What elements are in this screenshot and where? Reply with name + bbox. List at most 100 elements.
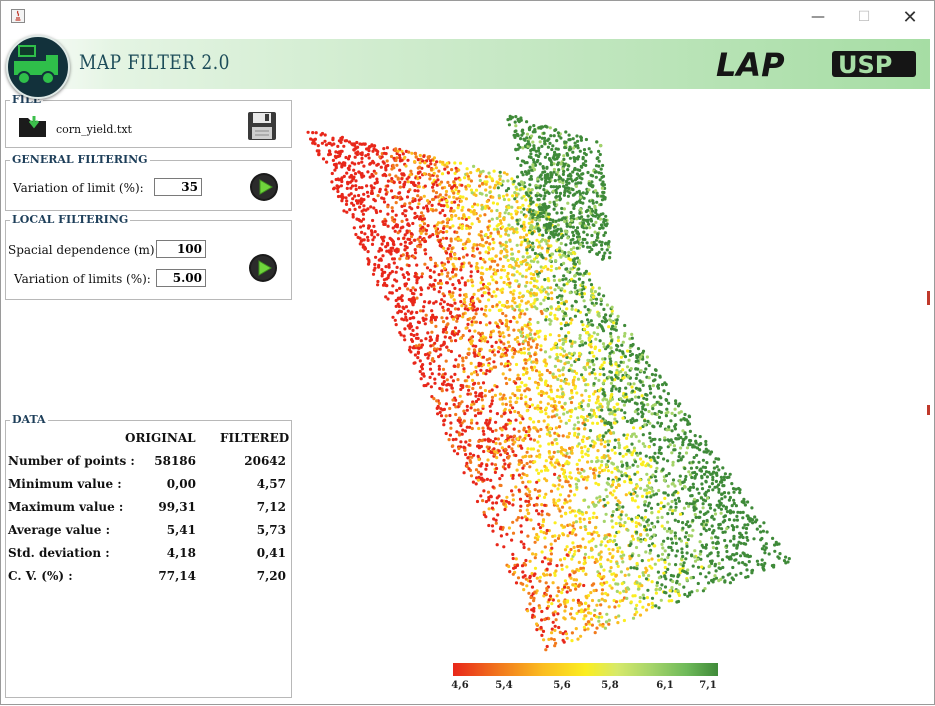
yield-point [400, 197, 403, 200]
yield-point [381, 254, 384, 257]
yield-point [583, 366, 586, 369]
yield-point [499, 442, 502, 445]
yield-point [563, 602, 566, 605]
yield-point [514, 260, 517, 263]
yield-point [386, 242, 389, 245]
yield-point [547, 423, 550, 426]
yield-point [519, 498, 522, 501]
yield-point [557, 586, 560, 589]
yield-point [416, 215, 419, 218]
yield-point [512, 231, 515, 234]
run-general-filter-button[interactable] [249, 172, 279, 202]
yield-point [747, 516, 750, 519]
yield-point [398, 230, 401, 233]
yield-point [568, 506, 571, 509]
yield-point [507, 234, 510, 237]
yield-point [508, 284, 511, 287]
variation-limit-input[interactable]: 35 [154, 178, 202, 196]
yield-point [632, 382, 635, 385]
yield-point [597, 483, 600, 486]
yield-point [316, 149, 319, 152]
yield-point [583, 556, 586, 559]
yield-point [596, 435, 599, 438]
yield-point [776, 555, 779, 558]
yield-point [651, 373, 654, 376]
yield-point [592, 392, 595, 395]
variation-limits-input[interactable]: 5.00 [156, 269, 206, 287]
yield-point [567, 361, 570, 364]
yield-point [558, 416, 561, 419]
yield-point [401, 299, 404, 302]
yield-point [451, 315, 454, 318]
yield-point [422, 317, 425, 320]
yield-point [500, 250, 503, 253]
yield-point [562, 393, 565, 396]
yield-point [481, 332, 484, 335]
yield-point [650, 507, 653, 510]
yield-point [623, 596, 626, 599]
yield-point [556, 459, 559, 462]
yield-point [450, 339, 453, 342]
yield-point [417, 337, 420, 340]
yield-point [539, 445, 542, 448]
yield-point [457, 192, 460, 195]
yield-point [493, 260, 496, 263]
yield-point [494, 366, 497, 369]
yield-point [449, 434, 452, 437]
yield-point [586, 318, 589, 321]
close-button[interactable]: ✕ [887, 1, 933, 33]
spacial-dependence-input[interactable]: 100 [156, 240, 206, 258]
yield-point [500, 534, 503, 537]
yield-point [463, 215, 466, 218]
yield-point [618, 364, 621, 367]
yield-point [606, 593, 609, 596]
run-local-filter-button[interactable] [248, 253, 278, 283]
yield-point [654, 475, 657, 478]
yield-point [649, 459, 652, 462]
yield-point [507, 445, 510, 448]
yield-point [555, 284, 558, 287]
open-folder-icon[interactable] [18, 114, 48, 138]
yield-point [651, 542, 654, 545]
yield-point [784, 556, 787, 559]
yield-point [470, 421, 473, 424]
save-disk-icon[interactable] [247, 111, 277, 141]
yield-point [598, 572, 601, 575]
yield-point [412, 181, 415, 184]
yield-point [458, 433, 461, 436]
yield-point [638, 389, 641, 392]
yield-point [519, 187, 522, 190]
yield-point [545, 589, 548, 592]
yield-point [482, 283, 485, 286]
yield-point [354, 152, 357, 155]
yield-point [416, 189, 419, 192]
yield-point [560, 387, 563, 390]
yield-point [649, 537, 652, 540]
yield-point [708, 485, 711, 488]
yield-point [536, 430, 539, 433]
yield-point [387, 225, 390, 228]
yield-point [406, 254, 409, 257]
yield-point [398, 181, 401, 184]
yield-point [632, 426, 635, 429]
yield-point [517, 374, 520, 377]
yield-point [723, 579, 726, 582]
maximize-button[interactable]: ☐ [841, 1, 887, 33]
yield-point [536, 404, 539, 407]
yield-point [398, 257, 401, 260]
yield-point [435, 230, 438, 233]
yield-point [650, 535, 653, 538]
yield-point [606, 377, 609, 380]
yield-point [513, 435, 516, 438]
yield-point [329, 153, 332, 156]
yield-point [630, 398, 633, 401]
yield-point [578, 561, 581, 564]
yield-point [528, 405, 531, 408]
yield-point [501, 528, 504, 531]
yield-point [558, 339, 561, 342]
yield-point [555, 308, 558, 311]
yield-point [505, 382, 508, 385]
yield-point [482, 489, 485, 492]
minimize-button[interactable]: — [795, 1, 841, 33]
yield-point [644, 550, 647, 553]
